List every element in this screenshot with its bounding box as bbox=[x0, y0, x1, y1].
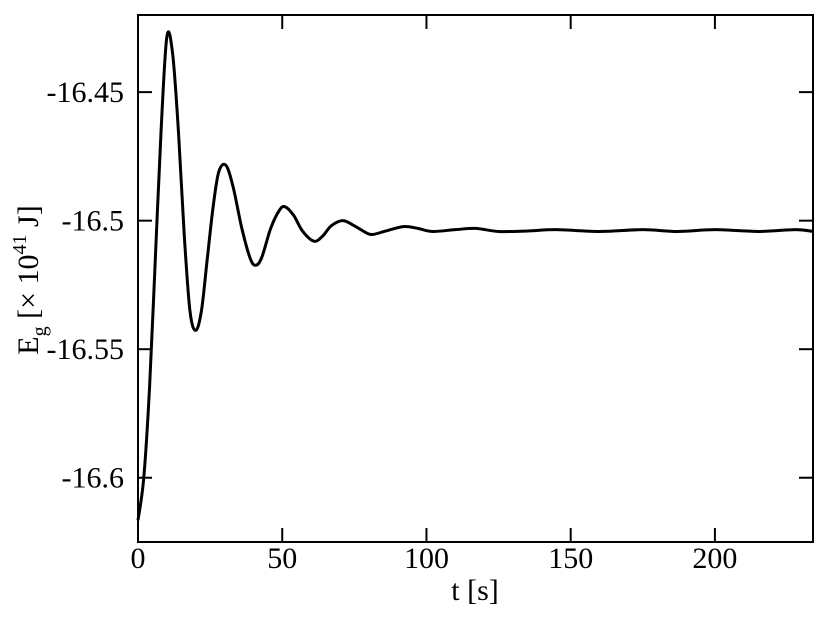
x-tick-label: 150 bbox=[548, 542, 593, 575]
data-line bbox=[136, 30, 814, 521]
y-label-sub: g bbox=[29, 326, 51, 336]
x-tick-label: 0 bbox=[131, 542, 146, 575]
plot-frame bbox=[137, 14, 814, 543]
y-label-part: J] bbox=[12, 205, 45, 234]
x-tick-label: 200 bbox=[692, 542, 737, 575]
y-axis-label: Eg [× 1041 J] bbox=[9, 205, 51, 354]
x-axis-label: t [s] bbox=[451, 574, 499, 607]
y-label-part: [× 10 bbox=[12, 254, 45, 326]
x-tick-label: 50 bbox=[267, 542, 297, 575]
y-tick-label: -16.6 bbox=[62, 462, 125, 495]
y-tick-label: -16.5 bbox=[62, 205, 125, 238]
y-label-part: E bbox=[12, 336, 45, 354]
x-tick-label: 100 bbox=[404, 542, 449, 575]
y-tick-label: -16.45 bbox=[47, 76, 125, 109]
y-tick-label: -16.55 bbox=[47, 333, 125, 366]
y-label-sup: 41 bbox=[9, 234, 31, 254]
